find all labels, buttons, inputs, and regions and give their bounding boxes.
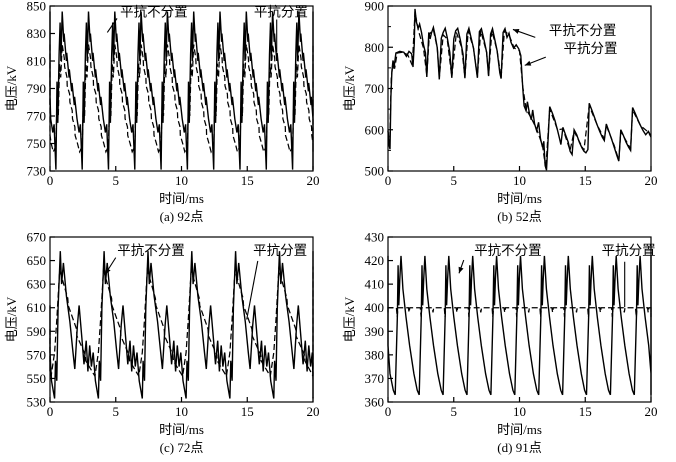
caption: (b) 52点 (497, 209, 541, 224)
y-tick-label: 810 (27, 54, 47, 69)
caption: (a) 92点 (160, 209, 204, 224)
x-tick-label: 0 (47, 173, 54, 188)
annotation-label: 平抗分置 (254, 5, 308, 20)
y-tick-label: 770 (27, 109, 47, 124)
y-tick-label: 750 (27, 136, 47, 151)
y-tick-label: 550 (27, 371, 47, 386)
y-tick-label: 600 (365, 122, 385, 137)
annotation-leader-line (106, 18, 118, 33)
caption: (d) 91点 (497, 440, 541, 455)
y-tick-label: 730 (27, 164, 47, 179)
x-tick-label: 5 (113, 404, 120, 419)
y-tick-label: 790 (27, 81, 47, 96)
annotation-label: 平抗不分置 (117, 243, 185, 258)
annotation-arrowhead-icon (105, 267, 111, 275)
x-tick-label: 20 (307, 404, 320, 419)
y-tick-label: 360 (365, 395, 385, 410)
y-tick-label: 610 (27, 300, 47, 315)
x-tick-label: 15 (579, 404, 592, 419)
annotation-label: 平抗分置 (253, 243, 307, 258)
panel-d: 0 5 10 15 20 360 370 380 390 400 410 420 430 时间/ms 电压/… (338, 231, 676, 462)
x-tick-label: 10 (513, 404, 526, 419)
annotation-label: 平抗分置 (564, 41, 618, 56)
chart-b-52dian: 0 5 10 15 20 500 600 700 800 900 时间/ms 电压/kV (b) 52点… (342, 0, 658, 224)
plot-frame (49, 236, 314, 403)
y-tick-label: 530 (27, 395, 47, 410)
series-solid (49, 251, 314, 399)
x-tick-label: 5 (113, 173, 120, 188)
x-tick-label: 0 (385, 404, 392, 419)
panel-a: 0 5 10 15 20 730 750 770 790 810 830 850 时间/ms 电压/kV (… (0, 0, 338, 231)
y-tick-label: 700 (365, 81, 385, 96)
annotation-leader-line (246, 260, 259, 320)
annotation-label: 平抗分置 (602, 243, 656, 258)
chart-d-91dian: 0 5 10 15 20 360 370 380 390 400 410 420 430 时间/ms 电压/… (342, 231, 658, 455)
series-dashed (49, 44, 314, 154)
y-axis-label: 电压/kV (342, 65, 357, 111)
y-tick-label: 420 (365, 253, 385, 268)
y-tick-label: 850 (27, 0, 47, 14)
x-tick-label: 0 (47, 404, 54, 419)
x-tick-label: 15 (579, 173, 592, 188)
x-tick-label: 20 (645, 404, 658, 419)
series-dashed (387, 11, 652, 169)
y-tick-label: 900 (365, 0, 385, 14)
series-dashed (49, 266, 314, 378)
series-solid (49, 11, 314, 170)
y-tick-label: 570 (27, 347, 47, 362)
x-tick-label: 10 (513, 173, 526, 188)
annotation-label: 平抗不分置 (120, 5, 188, 20)
y-axis-label: 电压/kV (4, 65, 19, 111)
annotation-label: 平抗不分置 (474, 243, 542, 258)
x-tick-label: 20 (307, 173, 320, 188)
y-tick-label: 650 (27, 253, 47, 268)
y-tick-label: 670 (27, 231, 47, 245)
series-solid (387, 255, 652, 396)
x-tick-label: 10 (175, 173, 188, 188)
x-tick-label: 10 (175, 404, 188, 419)
y-tick-label: 410 (365, 277, 385, 292)
y-tick-label: 630 (27, 277, 47, 292)
x-tick-label: 15 (241, 404, 254, 419)
x-tick-label: 20 (645, 173, 658, 188)
y-tick-label: 370 (365, 371, 385, 386)
x-axis-label: 时间/ms (497, 422, 542, 437)
annotation-arrowhead-icon (458, 266, 464, 274)
chart-c-72dian: 0 5 10 15 20 530 550 570 590 610 630 650 670 时间/ms 电压/… (4, 231, 320, 455)
panel-c: 0 5 10 15 20 530 550 570 590 610 630 650 670 时间/ms 电压/… (0, 231, 338, 462)
y-tick-label: 800 (365, 40, 385, 55)
y-tick-label: 400 (365, 300, 385, 315)
y-tick-label: 430 (365, 231, 385, 245)
y-axis-label: 电压/kV (342, 296, 357, 342)
y-tick-label: 830 (27, 26, 47, 41)
x-tick-label: 15 (241, 173, 254, 188)
x-axis-label: 时间/ms (159, 191, 204, 206)
y-axis-label: 电压/kV (4, 296, 19, 342)
x-tick-label: 0 (385, 173, 392, 188)
y-tick-label: 380 (365, 347, 385, 362)
caption: (c) 72点 (160, 440, 204, 455)
annotation-arrowhead-icon (512, 29, 520, 34)
x-tick-label: 5 (451, 173, 458, 188)
x-tick-label: 5 (451, 404, 458, 419)
y-tick-label: 390 (365, 324, 385, 339)
x-axis-label: 时间/ms (159, 422, 204, 437)
series-dashed (387, 307, 652, 318)
panel-b: 0 5 10 15 20 500 600 700 800 900 时间/ms 电压/kV (b) 52点… (338, 0, 676, 231)
annotation-arrowhead-icon (524, 60, 532, 66)
annotation-label: 平抗不分置 (549, 23, 617, 38)
x-axis-label: 时间/ms (497, 191, 542, 206)
chart-a-92dian: 0 5 10 15 20 730 750 770 790 810 830 850 时间/ms 电压/kV (… (4, 0, 320, 224)
y-tick-label: 500 (365, 164, 385, 179)
y-tick-label: 590 (27, 324, 47, 339)
